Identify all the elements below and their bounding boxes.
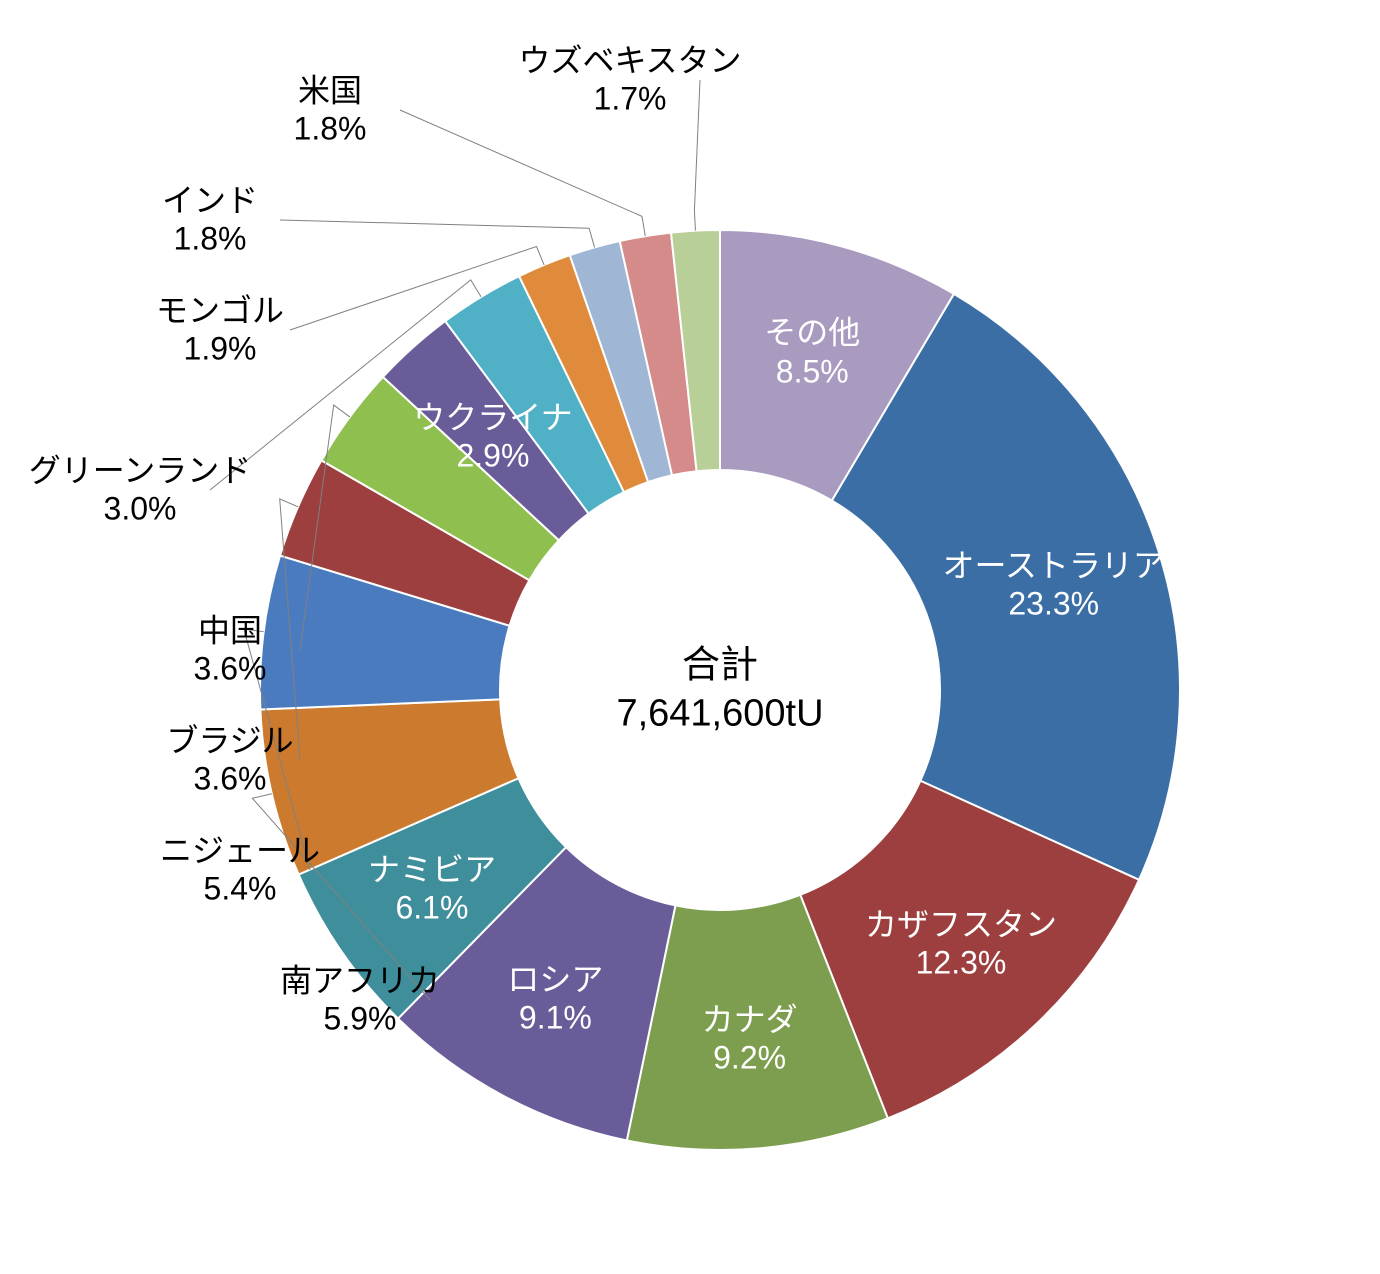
center-title: 合計 [616,643,823,691]
data-label-value: 9.2% [702,1039,798,1077]
data-label-2: カザフスタン12.3% [865,905,1057,982]
data-label-value: 3.0% [29,490,251,528]
data-label-name: モンゴル [156,292,284,330]
data-label-10: ウクライナ2.9% [413,399,572,476]
data-label-7: ニジェール5.4% [160,832,320,909]
data-label-name: インド [162,182,258,220]
data-label-9: 中国3.6% [194,612,267,689]
data-label-name: ナミビア [368,850,496,888]
data-label-value: 2.9% [413,437,572,475]
data-label-name: ウズベキスタン [518,42,741,80]
data-label-name: 南アフリカ [280,962,440,1000]
data-label-15: ウズベキスタン1.7% [518,42,741,119]
data-label-value: 12.3% [865,944,1057,982]
data-label-name: オーストラリア [943,546,1165,584]
data-label-8: ブラジル3.6% [166,722,293,799]
data-label-name: カナダ [702,1000,798,1038]
data-label-value: 1.9% [156,330,284,368]
data-label-value: 3.6% [166,760,293,798]
data-label-11: グリーンランド3.0% [29,452,251,529]
data-label-name: ロシア [507,960,603,998]
leader-line-14 [400,110,645,236]
data-label-1: オーストラリア23.3% [943,546,1165,623]
data-label-value: 1.8% [162,220,258,258]
data-label-value: 8.5% [764,352,860,390]
data-label-name: ウクライナ [413,399,572,437]
donut-chart: 合計 7,641,600tU その他8.5% オーストラリア23.3% カザフスタン… [0,0,1380,1274]
data-label-4: ロシア9.1% [507,960,603,1037]
data-label-name: 米国 [294,72,367,110]
data-label-name: その他 [764,314,860,352]
data-label-value: 6.1% [368,889,496,927]
data-label-name: ニジェール [160,832,320,870]
data-label-12: モンゴル1.9% [156,292,284,369]
center-value: 7,641,600tU [616,690,823,738]
data-label-value: 5.4% [160,870,320,908]
data-label-value: 23.3% [943,585,1165,623]
data-label-name: グリーンランド [29,452,251,490]
data-label-6: 南アフリカ5.9% [280,962,440,1039]
data-label-5: ナミビア6.1% [368,850,496,927]
data-label-name: カザフスタン [865,905,1057,943]
data-label-value: 5.9% [280,1000,440,1038]
data-label-0: その他8.5% [764,314,860,391]
data-label-3: カナダ9.2% [702,1000,798,1077]
data-label-14: 米国1.8% [294,72,367,149]
data-label-value: 9.1% [507,999,603,1037]
leader-line-13 [280,220,595,247]
data-label-value: 1.8% [294,110,367,148]
donut-center-label: 合計 7,641,600tU [616,643,823,738]
data-label-name: 中国 [194,612,267,650]
data-label-13: インド1.8% [162,182,258,259]
data-label-name: ブラジル [166,722,293,760]
data-label-value: 3.6% [194,650,267,688]
data-label-value: 1.7% [518,80,741,118]
